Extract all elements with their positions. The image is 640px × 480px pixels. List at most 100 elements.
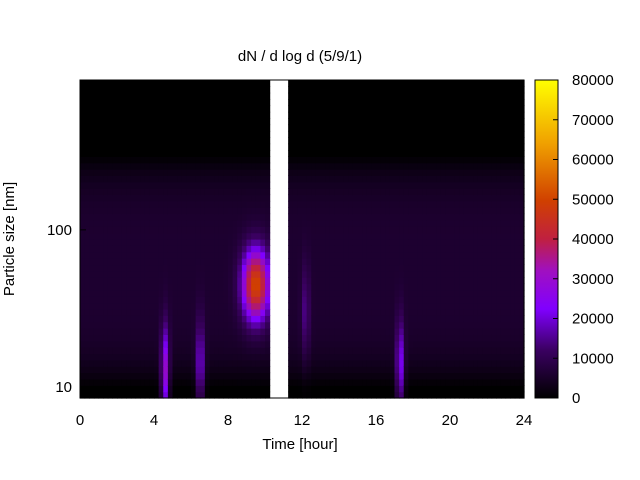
heatmap-cell bbox=[107, 118, 113, 126]
heatmap-cell bbox=[357, 99, 363, 107]
heatmap-cell bbox=[246, 99, 252, 107]
heatmap-cell bbox=[167, 118, 174, 126]
heatmap-cell bbox=[98, 169, 104, 176]
heatmap-cell bbox=[477, 302, 483, 310]
heatmap-cell bbox=[482, 321, 488, 329]
heatmap-cell bbox=[422, 315, 428, 323]
heatmap-cell bbox=[121, 92, 127, 100]
heatmap-cell bbox=[357, 169, 363, 176]
heatmap-cell bbox=[348, 118, 354, 126]
heatmap-cell bbox=[339, 175, 345, 183]
heatmap-cell bbox=[98, 80, 104, 87]
heatmap-cell bbox=[265, 385, 271, 393]
heatmap-cell bbox=[237, 353, 243, 361]
heatmap-cell bbox=[339, 194, 345, 202]
heatmap-cell bbox=[172, 80, 178, 87]
heatmap-cell bbox=[177, 289, 183, 297]
heatmap-cell bbox=[135, 232, 141, 240]
heatmap-cell bbox=[459, 99, 465, 107]
heatmap-cell bbox=[297, 340, 303, 348]
heatmap-cell bbox=[366, 194, 372, 202]
heatmap-cell bbox=[297, 207, 303, 215]
heatmap-cell bbox=[302, 359, 308, 367]
heatmap-cell bbox=[200, 124, 206, 132]
heatmap-cell bbox=[126, 321, 132, 329]
heatmap-cell bbox=[436, 105, 442, 113]
heatmap-cell bbox=[80, 391, 86, 399]
heatmap-cell bbox=[315, 340, 322, 348]
heatmap-cell bbox=[218, 213, 224, 221]
heatmap-cell bbox=[121, 175, 127, 183]
heatmap-cell bbox=[376, 347, 382, 355]
heatmap-cell bbox=[228, 308, 234, 316]
heatmap-cell bbox=[450, 105, 456, 113]
heatmap-cell bbox=[389, 277, 396, 285]
heatmap-cell bbox=[84, 340, 90, 348]
heatmap-cell bbox=[265, 175, 271, 183]
heatmap-cell bbox=[311, 156, 317, 164]
heatmap-cell bbox=[297, 200, 303, 208]
heatmap-cell bbox=[98, 99, 104, 107]
heatmap-cell bbox=[339, 188, 345, 196]
heatmap-cell bbox=[500, 283, 507, 291]
heatmap-cell bbox=[260, 308, 266, 316]
heatmap-cell bbox=[214, 340, 220, 348]
heatmap-cell bbox=[473, 385, 479, 393]
heatmap-cell bbox=[297, 372, 303, 380]
heatmap-cell bbox=[431, 359, 437, 367]
heatmap-cell bbox=[130, 270, 137, 278]
heatmap-cell bbox=[214, 245, 220, 253]
heatmap-cell bbox=[380, 111, 386, 119]
heatmap-cell bbox=[228, 118, 234, 126]
heatmap-cell bbox=[241, 321, 248, 329]
heatmap-cell bbox=[140, 111, 146, 119]
heatmap-cell bbox=[450, 130, 456, 138]
heatmap-cell bbox=[376, 80, 382, 87]
heatmap-cell bbox=[181, 130, 187, 138]
heatmap-cell bbox=[186, 162, 192, 170]
heatmap-cell bbox=[98, 302, 104, 310]
heatmap-cell bbox=[389, 156, 396, 164]
heatmap-cell bbox=[440, 118, 446, 126]
heatmap-cell bbox=[426, 315, 433, 323]
heatmap-cell bbox=[98, 334, 104, 342]
heatmap-cell bbox=[260, 99, 266, 107]
heatmap-cell bbox=[408, 118, 414, 126]
heatmap-cell bbox=[491, 137, 497, 145]
heatmap-cell bbox=[80, 353, 86, 361]
heatmap-cell bbox=[440, 105, 446, 113]
heatmap-cell bbox=[288, 372, 294, 380]
heatmap-cell bbox=[357, 270, 363, 278]
heatmap-cell bbox=[505, 86, 511, 94]
heatmap-cell bbox=[103, 169, 109, 176]
heatmap-cell bbox=[366, 92, 372, 100]
heatmap-cell bbox=[265, 219, 271, 227]
heatmap-cell bbox=[80, 175, 86, 183]
heatmap-cell bbox=[413, 143, 419, 151]
heatmap-cell bbox=[422, 258, 428, 266]
heatmap-cell bbox=[306, 86, 312, 94]
heatmap-cell bbox=[200, 156, 206, 164]
heatmap-cell bbox=[241, 283, 248, 291]
heatmap-cell bbox=[473, 162, 479, 170]
heatmap-cell bbox=[84, 200, 90, 208]
heatmap-cell bbox=[84, 232, 90, 240]
heatmap-cell bbox=[144, 111, 150, 119]
heatmap-cell bbox=[505, 213, 511, 221]
heatmap-cell bbox=[246, 86, 252, 94]
heatmap-cell bbox=[505, 194, 511, 202]
heatmap-cell bbox=[209, 149, 215, 157]
heatmap-cell bbox=[403, 378, 409, 386]
heatmap-cell bbox=[329, 328, 335, 335]
heatmap-cell bbox=[325, 80, 331, 87]
heatmap-cell bbox=[228, 200, 234, 208]
heatmap-cell bbox=[352, 296, 359, 304]
heatmap-cell bbox=[112, 353, 118, 361]
heatmap-cell bbox=[167, 321, 174, 329]
heatmap-cell bbox=[200, 137, 206, 145]
heatmap-cell bbox=[450, 219, 456, 227]
heatmap-cell bbox=[149, 239, 155, 246]
heatmap-cell bbox=[84, 308, 90, 316]
heatmap-cell bbox=[209, 359, 215, 367]
heatmap-cell bbox=[482, 239, 488, 246]
